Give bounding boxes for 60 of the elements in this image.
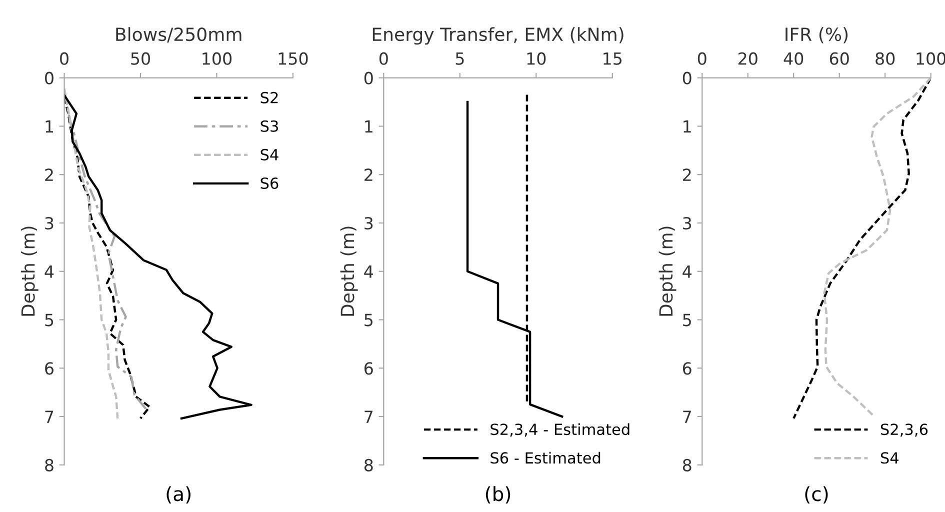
y-tick-label: 3 [683,216,692,230]
y-tick-label: 0 [364,72,373,84]
y-tick-label: 2 [45,168,53,181]
x-tick-label: 50 [131,52,150,65]
legend-label: S2,3,4 - Estimated [490,423,630,437]
y-tick-label: 4 [364,266,374,278]
legend-label: S6 - Estimated [490,452,600,464]
legend-label: S4 [260,148,278,160]
x-axis-title: Blows/250mm [116,27,242,43]
x-axis-title: IFR (%) [786,27,848,44]
y-tick-label: 2 [683,168,691,181]
x-tick-label: 0 [379,52,388,65]
y-tick-label: 7 [683,410,691,423]
x-tick-label: 15 [604,52,622,65]
y-tick-label: 6 [682,362,692,375]
text: (c) [805,486,828,504]
y-tick-label: 6 [364,362,373,375]
x-tick-label: 0 [60,52,68,65]
line-series [792,78,931,420]
legend-label: S4 [880,452,898,464]
legend-label: S6 [260,177,278,190]
y-tick-label: 0 [45,72,54,84]
y-tick-label: 5 [45,314,54,326]
legend-label: S2,3,6 [880,424,928,437]
y-tick-label: 4 [682,266,692,278]
x-tick-label: 100 [202,52,232,65]
y-tick-label: 5 [364,314,372,326]
x-tick-label: 5 [456,52,464,65]
y-tick-label: 8 [682,458,692,472]
x-tick-label: 150 [278,52,308,65]
y-tick-label: 7 [45,410,54,423]
y-tick-label: 8 [364,458,373,472]
x-tick-label: 80 [876,52,895,65]
y-tick-label: 3 [45,216,54,230]
line-series [64,87,119,420]
y-axis-title: Depth (m) [658,226,676,316]
text: (b) [486,486,510,504]
y-axis-title: Depth (m) [20,226,38,316]
y-tick-label: 6 [45,362,54,375]
legend-label: S3 [260,120,278,132]
y-tick-label: 1 [46,120,53,133]
y-tick-label: 7 [364,410,373,423]
x-tick-label: 40 [784,52,804,65]
y-tick-label: 4 [44,266,54,278]
y-tick-label: 2 [364,168,372,181]
line-series [823,78,931,418]
y-tick-label: 5 [683,314,691,326]
x-tick-label: 60 [830,52,849,65]
x-tick-label: 10 [527,52,546,65]
y-tick-label: 1 [684,120,691,133]
legend-label: S2 [260,92,278,104]
y-axis-title: Depth (m) [340,226,358,316]
y-tick-label: 3 [364,216,373,230]
y-tick-label: 8 [45,458,54,472]
y-tick-label: 0 [682,72,692,84]
x-axis-title: Energy Transfer, EMX (kNm) [372,27,624,45]
x-tick-label: 20 [738,52,758,65]
y-tick-label: 1 [365,120,372,133]
text: (a) [166,486,190,504]
x-tick-label: 0 [698,52,706,65]
